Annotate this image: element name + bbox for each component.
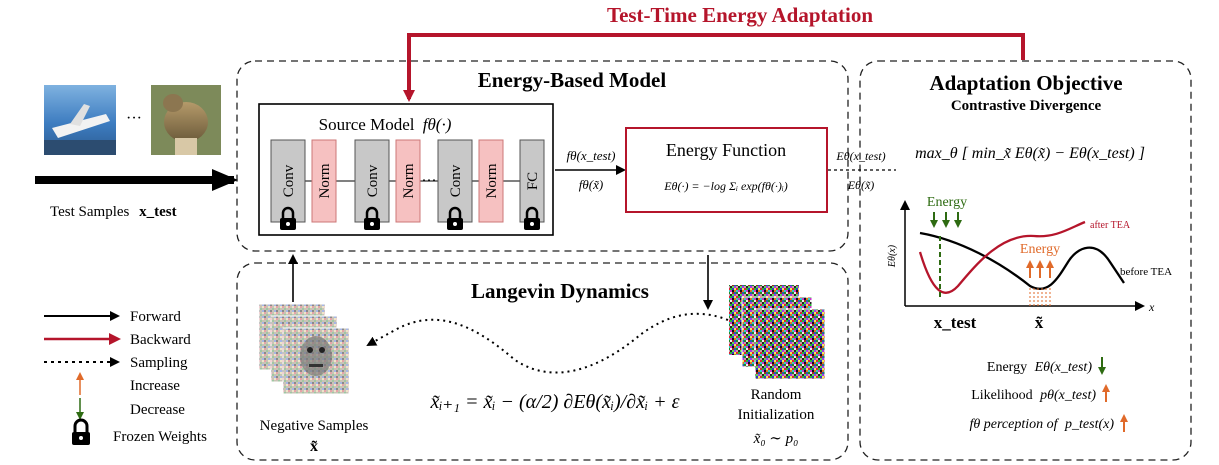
- lock-icon: [72, 418, 90, 445]
- x-test-label: x_test: [934, 313, 977, 332]
- negative-samples-symbol: x̃: [310, 438, 318, 455]
- sampling-arrow: [366, 312, 729, 374]
- test-image-bird: [151, 85, 221, 155]
- svg-text:Norm: Norm: [401, 163, 417, 198]
- negative-samples-label: Negative Samples: [260, 418, 369, 434]
- x-tilde-label: x̃: [1035, 313, 1044, 332]
- before-tea-label: before TEA: [1120, 266, 1172, 278]
- legend-increase-label: Increase: [130, 378, 180, 394]
- plot-x-axis-label: x: [1148, 300, 1155, 314]
- test-samples-label: Test Samples x_test: [50, 204, 177, 220]
- diagram-title: Test-Time Energy Adaptation: [607, 3, 873, 27]
- objective-region: [859, 60, 1192, 461]
- effect-likelihood: Likelihood pθ(x_test): [971, 388, 1096, 403]
- effect-perception: fθ perception of p_test(x): [970, 417, 1115, 432]
- lock-icon: [364, 206, 380, 230]
- backward-feedback-arrow: [403, 33, 1025, 102]
- energy-down-label: Energy: [927, 195, 967, 210]
- random-init-images: [729, 285, 826, 380]
- random-init-formula: x̃₀ ∼ p₀: [753, 431, 799, 447]
- plot-y-axis-label: Eθ(x): [887, 244, 898, 268]
- langevin-heading: Langevin Dynamics: [471, 279, 649, 303]
- model-output-label-bottom: fθ(x̃): [579, 177, 603, 192]
- random-init-label-2: Initialization: [738, 407, 815, 423]
- test-image-airplane: [44, 85, 116, 155]
- source-model-label: Source Model fθ(·): [319, 115, 452, 134]
- effects-list: Energy Eθ(x_test) Likelihood pθ(x_test) …: [970, 357, 1128, 432]
- svg-text:FC: FC: [525, 172, 541, 190]
- layer-fc: FC: [519, 139, 545, 223]
- energy-function-label: Energy Function: [666, 140, 786, 160]
- svg-text:Conv: Conv: [365, 164, 381, 197]
- energy-up-label: Energy: [1020, 242, 1060, 257]
- x-tilde-marker: [1029, 288, 1051, 306]
- after-tea-label: after TEA: [1090, 220, 1131, 231]
- energy-landscape-plot: Eθ(x) x after TEA before TEA Energy Ener…: [887, 195, 1172, 332]
- test-samples-symbol: x_test: [139, 204, 177, 220]
- layer-norm-2: Norm: [395, 139, 421, 223]
- energy-function-formula: Eθ(·) = −log Σᵢ exp(fθ(·)ᵢ): [663, 179, 788, 193]
- energy-model-heading: Energy-Based Model: [478, 68, 667, 92]
- test-images-ellipsis: ···: [126, 110, 142, 127]
- source-model-symbol: fθ(·): [423, 115, 452, 134]
- legend-frozen-label: Frozen Weights: [113, 429, 207, 445]
- random-init-label-1: Random: [751, 387, 802, 403]
- layer-conv-3: Conv: [437, 139, 473, 223]
- objective-subheading: Contrastive Divergence: [951, 98, 1102, 114]
- svg-text:Conv: Conv: [448, 164, 464, 197]
- lock-icon: [524, 206, 540, 230]
- layer-stack: Conv Norm Conv Norm ··· Conv Norm FC: [270, 139, 545, 223]
- svg-text:Conv: Conv: [281, 164, 297, 197]
- model-output-label-top: fθ(x_test): [567, 148, 616, 163]
- lock-icon: [280, 206, 296, 230]
- lock-icon: [447, 206, 463, 230]
- layer-conv-2: Conv: [354, 139, 390, 223]
- energy-output-label-top: Eθ(x_test): [835, 149, 885, 163]
- layer-norm-3: Norm: [478, 139, 504, 223]
- layer-norm-1: Norm: [311, 139, 337, 223]
- legend-backward-label: Backward: [130, 332, 191, 348]
- svg-text:Norm: Norm: [484, 163, 500, 198]
- layer-ellipsis: ···: [422, 173, 437, 189]
- energy-output-label-bottom: Eθ(x̃): [847, 178, 875, 192]
- legend-forward-label: Forward: [130, 309, 181, 325]
- before-tea-curve: [919, 231, 1125, 290]
- after-tea-curve: [918, 220, 1086, 294]
- legend-decrease-label: Decrease: [130, 402, 185, 418]
- energy-function-box: [625, 127, 828, 213]
- objective-formula: max_θ [ min_x̃ Eθ(x̃) − Eθ(x_test) ]: [915, 145, 1145, 162]
- legend-sampling-label: Sampling: [130, 355, 188, 371]
- negative-samples-images: [258, 303, 350, 395]
- svg-text:Norm: Norm: [317, 163, 333, 198]
- langevin-update-rule: x̃ᵢ₊₁ = x̃ᵢ − (α/2) ∂Eθ(x̃ᵢ)/∂x̃ᵢ + ε: [429, 391, 679, 413]
- legend: Forward Backward Sampling Increase Decre…: [44, 309, 207, 445]
- energy-model-region: [236, 60, 849, 252]
- layer-conv-1: Conv: [270, 139, 306, 223]
- objective-heading: Adaptation Objective: [929, 71, 1122, 95]
- effect-energy: Energy Eθ(x_test): [987, 360, 1092, 375]
